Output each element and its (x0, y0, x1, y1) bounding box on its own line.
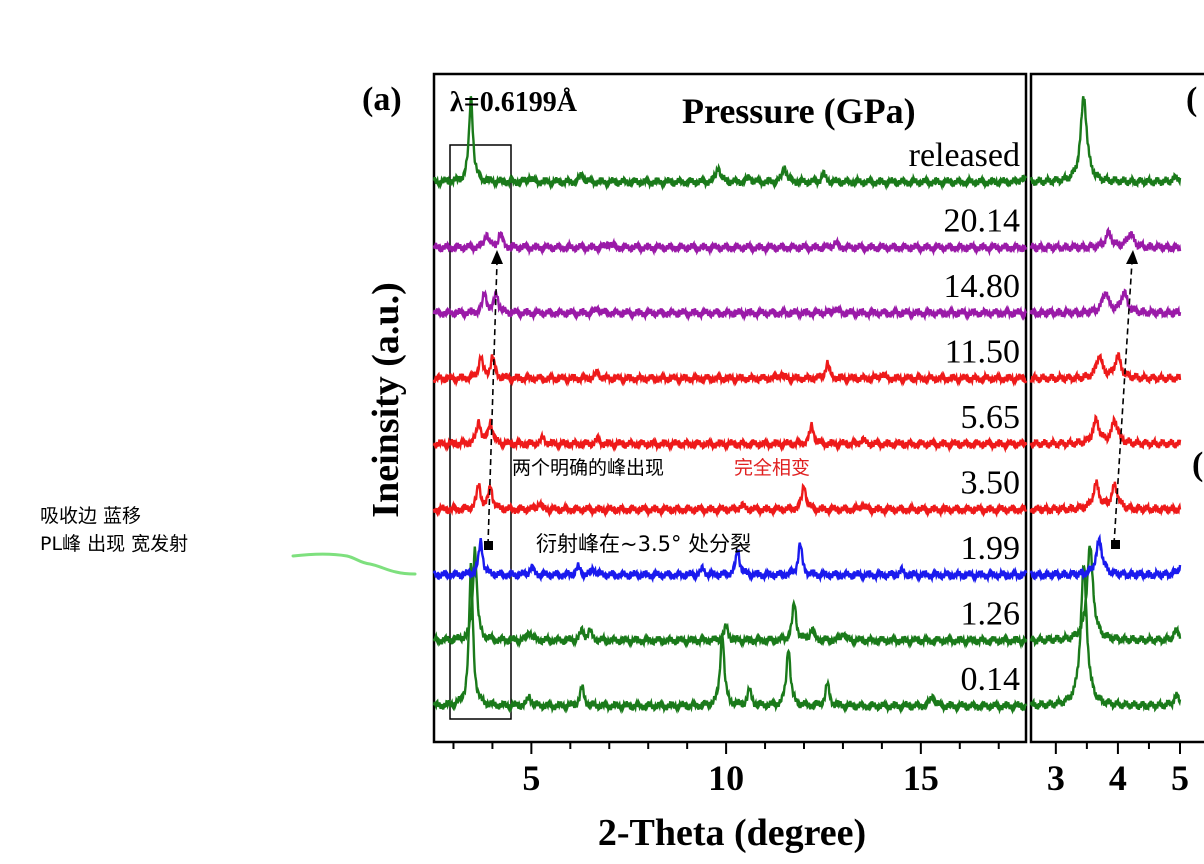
pressure-label-1.26: 1.26 (961, 596, 1021, 633)
panel-b-tick-label: 3 (1047, 758, 1065, 798)
panel-a-label: (a) (362, 81, 402, 118)
trace-b-20.14 (1029, 226, 1182, 255)
trace-b-11.50 (1029, 351, 1182, 385)
annotation-phase-change: 完全相变 (734, 457, 810, 479)
pressure-label-14.80: 14.80 (944, 268, 1021, 305)
trace-a-1.99 (432, 538, 1028, 584)
wavelength-label: λ=0.6199Å (450, 87, 578, 118)
panel-a-tick-label: 15 (903, 758, 939, 798)
shift-arrow-b (1111, 250, 1138, 549)
x-axis-label: 2-Theta (degree) (598, 812, 866, 854)
trace-a-14.80 (432, 289, 1028, 322)
trace-a-5.65 (432, 418, 1028, 454)
trace-b-5.65 (1029, 413, 1182, 451)
panel-b-xticks: 3 4 5 (1047, 742, 1189, 798)
panel-c-label: ( (1192, 446, 1203, 483)
trace-b-0.14 (1029, 564, 1182, 713)
pressure-label-5.65: 5.65 (961, 399, 1021, 436)
trace-a-0.14 (432, 562, 1028, 715)
panel-a-tick-label: 5 (522, 758, 540, 798)
trace-b-3.50 (1029, 479, 1182, 517)
pressure-label-0.14: 0.14 (961, 661, 1021, 698)
trace-b-1.99 (1029, 533, 1182, 583)
panel-b-tick-label: 4 (1109, 758, 1127, 798)
y-axis-label: Ineinsity (a.u.) (365, 282, 407, 517)
pressure-label-11.50: 11.50 (945, 334, 1020, 371)
pressure-label-1.99: 1.99 (961, 530, 1021, 567)
trace-a-20.14 (432, 230, 1028, 257)
panel-b-label: ( (1186, 81, 1197, 118)
pressure-labels: 0.14 1.26 1.99 3.50 5.65 11.50 14.80 20.14 relea… (909, 137, 1020, 698)
trace-a-released (432, 96, 1028, 191)
pressure-label-released: released (909, 137, 1020, 174)
panel-b-traces (1029, 96, 1182, 713)
trace-a-3.50 (432, 482, 1028, 519)
pressure-label-20.14: 20.14 (944, 203, 1021, 240)
side-note-1: 吸收边 蓝移 (40, 505, 141, 527)
trace-b-released (1029, 96, 1182, 189)
trace-a-11.50 (432, 353, 1028, 388)
pressure-label-3.50: 3.50 (961, 465, 1021, 502)
green-scribble (291, 552, 417, 576)
panel-a-frame (432, 72, 1028, 744)
legend-title: Pressure (GPa) (682, 91, 916, 131)
annotation-split: 衍射峰在~3.5° 处分裂 (536, 532, 751, 556)
panel-a-xticks: 5 10 15 (452, 742, 1000, 798)
trace-a-1.26 (432, 546, 1028, 650)
shift-arrow-a (484, 250, 503, 550)
panel-b-frame (1029, 72, 1204, 744)
trace-b-14.80 (1029, 288, 1182, 321)
panel-a-tick-label: 10 (708, 758, 744, 798)
panel-b-tick-label: 5 (1171, 758, 1189, 798)
annotation-two-peaks: 两个明确的峰出现 (512, 457, 664, 479)
side-note-2: PL峰 出现 宽发射 (40, 533, 188, 555)
panel-a-traces (432, 96, 1028, 715)
highlight-box (449, 144, 512, 720)
trace-b-1.26 (1029, 545, 1182, 648)
